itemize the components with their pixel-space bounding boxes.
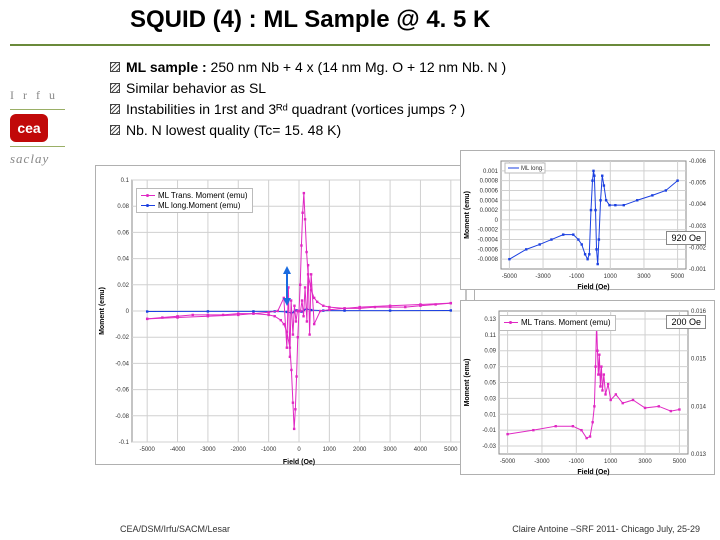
bottom-right-chart: -5000 -3000 -1000 1000 3000 5000 -0.03 -0.01 0.0… — [460, 300, 715, 475]
bullet-0-bold: ML sample : — [126, 59, 207, 75]
svg-text:0.03: 0.03 — [484, 396, 496, 402]
svg-text:Field (Oe): Field (Oe) — [283, 459, 315, 466]
svg-text:0.0006: 0.0006 — [480, 188, 499, 194]
svg-text:0.013: 0.013 — [691, 452, 707, 458]
page-title: SQUID (4) : ML Sample @ 4. 5 K — [130, 6, 690, 34]
svg-text:0.13: 0.13 — [484, 317, 496, 323]
svg-text:-0.02: -0.02 — [115, 335, 129, 341]
top-right-chart: -5000 -3000 -1000 1000 3000 5000 -0.0008 -0.000… — [460, 150, 715, 290]
logo-block: I r f u cea saclay — [10, 88, 80, 173]
svg-text:Moment (emu): Moment (emu) — [464, 359, 471, 407]
svg-text:0.08: 0.08 — [117, 204, 129, 210]
svg-text:4000: 4000 — [414, 447, 428, 453]
bullet-1-text: Similar behavior as SL — [126, 80, 266, 96]
svg-text:-0.001: -0.001 — [689, 267, 707, 273]
svg-text:0.1: 0.1 — [121, 178, 130, 184]
svg-text:5000: 5000 — [673, 459, 687, 465]
logo-saclay: saclay — [10, 151, 80, 167]
svg-text:2000: 2000 — [353, 447, 367, 453]
svg-text:-0.04: -0.04 — [115, 361, 129, 367]
footer: CEA/DSM/Irfu/SACM/Lesar Claire Antoine –… — [120, 524, 700, 534]
svg-text:3000: 3000 — [638, 459, 652, 465]
svg-text:3000: 3000 — [383, 447, 397, 453]
svg-text:1000: 1000 — [323, 447, 337, 453]
bullet-3-text: Nb. N lowest quality (Tc= 15. 48 K) — [126, 122, 341, 138]
svg-text:0.05: 0.05 — [484, 381, 496, 387]
svg-text:-4000: -4000 — [170, 447, 186, 453]
svg-text:-0.006: -0.006 — [689, 159, 707, 165]
arrow-icon — [282, 266, 292, 306]
svg-text:0: 0 — [297, 447, 301, 453]
svg-text:-0.003: -0.003 — [689, 224, 707, 230]
svg-text:-3000: -3000 — [200, 447, 216, 453]
svg-text:-0.03: -0.03 — [482, 444, 496, 450]
svg-text:-5000: -5000 — [502, 274, 518, 280]
svg-text:-3000: -3000 — [534, 459, 550, 465]
svg-text:-0.1: -0.1 — [119, 440, 130, 446]
svg-text:Field (Oe): Field (Oe) — [577, 284, 609, 291]
main-chart: -5000 -4000 -3000 -2000 -1000 0 1000 2000 3000 40… — [95, 165, 475, 465]
svg-text:-3000: -3000 — [535, 274, 551, 280]
svg-text:0.0004: 0.0004 — [480, 198, 499, 204]
svg-text:0: 0 — [495, 218, 499, 224]
svg-text:1000: 1000 — [604, 274, 618, 280]
svg-text:5000: 5000 — [671, 274, 685, 280]
footer-left: CEA/DSM/Irfu/SACM/Lesar — [120, 524, 230, 534]
br-legend: ML Trans. Moment (emu) — [499, 315, 616, 331]
svg-text:-0.002: -0.002 — [689, 245, 707, 251]
svg-text:Field (Oe): Field (Oe) — [577, 469, 609, 476]
title-separator — [10, 44, 710, 46]
svg-text:-0.0008: -0.0008 — [478, 257, 499, 263]
svg-text:ML long.: ML long. — [521, 166, 544, 172]
logo-irfu: I r f u — [10, 88, 80, 103]
svg-text:0.07: 0.07 — [484, 365, 496, 371]
svg-text:0: 0 — [126, 309, 130, 315]
svg-text:0.04: 0.04 — [117, 257, 129, 263]
svg-text:-5000: -5000 — [140, 447, 156, 453]
badge-200: 200 Oe — [666, 315, 706, 329]
svg-text:-0.06: -0.06 — [115, 388, 129, 394]
main-chart-legend: ML Trans. Moment (emu) ML long.Moment (e… — [136, 188, 253, 213]
svg-text:0.015: 0.015 — [691, 357, 707, 363]
bullet-list: ML sample : 250 nm Nb + 4 x (14 nm Mg. O… — [110, 58, 700, 142]
svg-text:-1000: -1000 — [569, 274, 585, 280]
svg-text:0.02: 0.02 — [117, 283, 129, 289]
svg-text:0.01: 0.01 — [484, 412, 496, 418]
svg-text:0.0002: 0.0002 — [480, 208, 499, 214]
svg-text:-5000: -5000 — [500, 459, 516, 465]
svg-text:-2000: -2000 — [231, 447, 247, 453]
svg-text:0.11: 0.11 — [485, 333, 497, 339]
badge-920: 920 Oe — [666, 231, 706, 245]
svg-text:1000: 1000 — [604, 459, 618, 465]
svg-text:-1000: -1000 — [569, 459, 585, 465]
svg-text:-0.08: -0.08 — [115, 414, 129, 420]
svg-text:3000: 3000 — [637, 274, 651, 280]
svg-text:0.001: 0.001 — [483, 169, 499, 175]
svg-text:0.06: 0.06 — [117, 230, 129, 236]
bullet-2-text: Instabilities in 1rst and 3ᴿᵈ quadrant (… — [126, 101, 465, 117]
svg-text:-0.0004: -0.0004 — [478, 238, 499, 244]
svg-text:Moment (emu): Moment (emu) — [464, 191, 471, 239]
svg-text:-0.0002: -0.0002 — [478, 228, 499, 234]
svg-text:-1000: -1000 — [261, 447, 277, 453]
svg-text:-0.0006: -0.0006 — [478, 247, 499, 253]
svg-text:0.0008: 0.0008 — [480, 179, 499, 185]
svg-text:-0.01: -0.01 — [482, 428, 496, 434]
logo-cea: cea — [10, 114, 48, 142]
svg-text:0.09: 0.09 — [484, 349, 496, 355]
footer-right: Claire Antoine –SRF 2011- Chicago July, … — [512, 524, 700, 534]
svg-text:0.014: 0.014 — [691, 404, 707, 410]
bullet-0-text: 250 nm Nb + 4 x (14 nm Mg. O + 12 nm Nb.… — [207, 59, 507, 75]
svg-text:-0.004: -0.004 — [689, 202, 707, 208]
chart-area: -5000 -4000 -3000 -2000 -1000 0 1000 2000 3000 40… — [95, 150, 715, 500]
svg-text:Moment (emu): Moment (emu) — [99, 287, 106, 335]
svg-text:5000: 5000 — [444, 447, 458, 453]
svg-text:-0.005: -0.005 — [689, 181, 707, 187]
